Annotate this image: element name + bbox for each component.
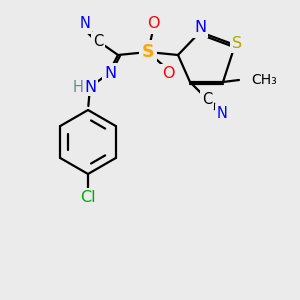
Text: N: N xyxy=(80,16,90,32)
Text: N: N xyxy=(104,65,116,80)
Text: N: N xyxy=(217,106,227,122)
Text: H: H xyxy=(73,80,83,94)
Text: C: C xyxy=(93,34,103,50)
Text: O: O xyxy=(162,67,174,82)
Text: CH₃: CH₃ xyxy=(251,73,277,87)
Text: C: C xyxy=(202,92,212,106)
Text: O: O xyxy=(147,16,159,32)
Text: N: N xyxy=(84,80,96,94)
Text: S: S xyxy=(142,43,154,61)
Text: Cl: Cl xyxy=(80,190,96,206)
Text: S: S xyxy=(232,35,242,50)
Text: N: N xyxy=(194,20,206,35)
